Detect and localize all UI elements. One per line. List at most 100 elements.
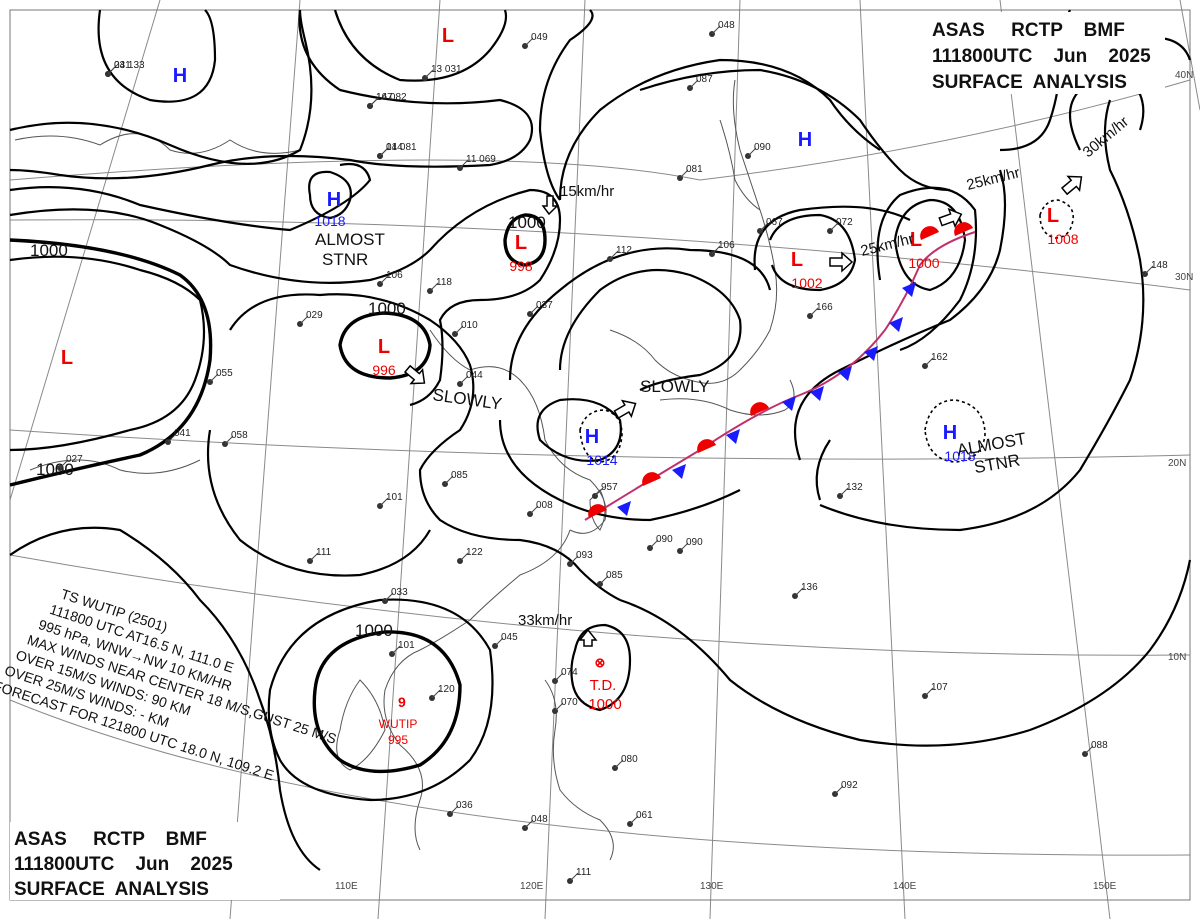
wind-barb bbox=[829, 222, 839, 232]
wind-barb bbox=[379, 147, 389, 157]
isobars bbox=[9, 9, 1192, 871]
station-plot: 055 bbox=[207, 368, 233, 385]
warm-front-semicircle bbox=[954, 222, 973, 236]
station-plot: 101 bbox=[389, 640, 415, 657]
pressure-centers: HH1018LL998L996LH1014HL1002L1000L1008H10… bbox=[61, 25, 1079, 468]
cold-front-triangle bbox=[672, 464, 686, 479]
cold-front-triangle bbox=[617, 501, 631, 516]
motion-arrow bbox=[613, 399, 637, 419]
station-plot: 070 bbox=[552, 697, 578, 714]
warm-front-semicircle bbox=[920, 226, 939, 240]
wind-barb bbox=[594, 487, 604, 497]
station-value: 111 bbox=[576, 867, 592, 878]
station-value: 13 031 bbox=[431, 64, 462, 75]
station-value: 033 bbox=[391, 587, 408, 598]
wind-barb bbox=[369, 97, 379, 107]
taiwan-coast bbox=[589, 489, 606, 531]
station-plot: 072 bbox=[827, 217, 853, 234]
wind-barb bbox=[554, 672, 564, 682]
meridian bbox=[544, 0, 586, 919]
td-label: T.D. bbox=[590, 677, 617, 694]
isobar bbox=[619, 559, 1192, 747]
station-plot: 036 bbox=[447, 800, 473, 817]
station-plot: 045 bbox=[492, 632, 518, 649]
typhoon-symbol: 9 bbox=[398, 694, 406, 710]
station-plot: 093 bbox=[567, 550, 593, 567]
station-plot: 11 069 bbox=[457, 154, 496, 171]
station-value: 049 bbox=[531, 32, 548, 43]
station-value: 132 bbox=[846, 482, 863, 493]
lat-label: 10N bbox=[1168, 652, 1186, 663]
station-plot: 027 bbox=[57, 454, 83, 471]
typhoon-pressure: 995 bbox=[388, 733, 408, 747]
station-value: 085 bbox=[606, 570, 623, 581]
station-value: 148 bbox=[1151, 260, 1168, 271]
wind-barb bbox=[444, 475, 454, 485]
header-line: 111800UTC Jun 2025 bbox=[932, 46, 1151, 67]
isobar bbox=[793, 169, 1007, 461]
isobar-label: 1000 bbox=[508, 213, 546, 232]
wind-barb bbox=[309, 552, 319, 562]
station-value: 092 bbox=[841, 780, 858, 791]
isobar-label: 1000 bbox=[368, 299, 406, 318]
header-line: ASAS RCTP BMF bbox=[932, 20, 1125, 41]
isobar-low-1002 bbox=[768, 213, 857, 292]
high-center-symbol: H bbox=[943, 422, 957, 444]
motion-label: SLOWLY bbox=[640, 377, 710, 396]
meridian bbox=[709, 0, 741, 919]
wind-barb bbox=[629, 815, 639, 825]
korea-japan-coast bbox=[609, 79, 778, 384]
wind-barb bbox=[59, 459, 69, 469]
td-symbol: ⊗ bbox=[595, 655, 606, 670]
center-pressure-value: 1008 bbox=[1047, 231, 1078, 247]
station-plot: 107 bbox=[922, 682, 948, 699]
parallel-20n bbox=[9, 429, 1191, 460]
station-plot: 132 bbox=[837, 482, 863, 499]
wind-barb bbox=[809, 307, 819, 317]
motion-arrow bbox=[403, 364, 426, 385]
center-pressure-value: 1000 bbox=[908, 255, 939, 271]
header-line: SURFACE ANALYSIS bbox=[932, 72, 1127, 93]
lon-label: 130E bbox=[700, 881, 724, 892]
motion-arrow bbox=[541, 195, 559, 216]
wind-barb bbox=[524, 37, 534, 47]
wind-barb bbox=[459, 375, 469, 385]
speed-label: 15km/hr bbox=[560, 183, 614, 200]
center-pressure-value: 996 bbox=[372, 362, 396, 378]
center-pressure-value: 1002 bbox=[791, 275, 822, 291]
isobar bbox=[9, 188, 562, 407]
isobar-ts-1000 bbox=[312, 630, 462, 774]
station-value: 090 bbox=[686, 537, 703, 548]
station-plots: 23 133 16 082 14 081 11 069 13 031 049 048 087 0… bbox=[57, 20, 1168, 884]
station-value: 106 bbox=[386, 270, 403, 281]
meridian bbox=[377, 0, 441, 919]
station-value: 072 bbox=[836, 217, 853, 228]
wind-barb bbox=[834, 785, 844, 795]
parallel-0 bbox=[9, 699, 1191, 856]
station-value: 041 bbox=[114, 60, 131, 71]
cold-front-triangle bbox=[810, 386, 824, 401]
station-plot: 080 bbox=[612, 754, 638, 771]
speed-label: 33km/hr bbox=[518, 612, 572, 629]
isobar bbox=[558, 58, 881, 201]
cold-front-triangle bbox=[726, 429, 740, 444]
station-value: 101 bbox=[398, 640, 415, 651]
station-plot: 014 bbox=[377, 142, 403, 159]
wind-barb bbox=[924, 687, 934, 697]
high-center-symbol: H bbox=[798, 129, 812, 151]
station-plot: 957 bbox=[592, 482, 618, 499]
lat-label: 20N bbox=[1168, 458, 1186, 469]
isobar bbox=[536, 398, 622, 462]
station-value: 080 bbox=[621, 754, 638, 765]
lat-label: 40N bbox=[1175, 70, 1193, 81]
stationary-front bbox=[584, 222, 976, 521]
wind-barb bbox=[599, 575, 609, 585]
td-center: ⊗ T.D. 1000 bbox=[588, 655, 621, 713]
low-center-symbol: L bbox=[61, 347, 73, 369]
station-value: 061 bbox=[636, 810, 653, 821]
station-value: 090 bbox=[754, 142, 771, 153]
isobar-label: 1000 bbox=[30, 241, 68, 260]
